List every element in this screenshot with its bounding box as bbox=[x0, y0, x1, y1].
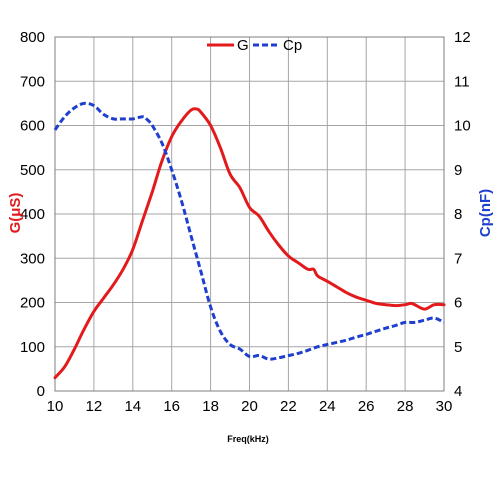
left-tick-label-6: 600 bbox=[20, 118, 45, 135]
left-y-axis-label: G(μS) bbox=[7, 193, 24, 234]
left-tick-label-0: 0 bbox=[37, 383, 45, 400]
right-tick-label-7: 11 bbox=[454, 73, 470, 90]
left-tick-label-2: 200 bbox=[20, 295, 45, 312]
right-y-axis-label: Cp(nF) bbox=[477, 189, 494, 237]
x-tick-label-1: 12 bbox=[86, 398, 103, 415]
series-layer bbox=[53, 101, 446, 380]
right-tick-label-1: 5 bbox=[454, 339, 462, 356]
left-tick-label-8: 800 bbox=[20, 29, 45, 46]
right-y-axis-ticks: 4 5 6 7 8 9 10 11 12 bbox=[454, 29, 471, 400]
legend-label-cp: Cp bbox=[283, 37, 302, 54]
left-tick-label-4: 400 bbox=[20, 206, 45, 223]
x-tick-label-2: 14 bbox=[124, 398, 141, 415]
x-tick-label-0: 10 bbox=[47, 398, 64, 415]
x-tick-label-10: 30 bbox=[436, 398, 453, 415]
gridlines bbox=[54, 36, 445, 392]
right-tick-label-2: 6 bbox=[454, 295, 462, 312]
x-axis-ticks: 10 12 14 16 18 20 22 24 26 28 30 bbox=[47, 398, 453, 415]
x-tick-label-3: 16 bbox=[163, 398, 180, 415]
series-line-g bbox=[53, 107, 446, 380]
right-tick-label-3: 7 bbox=[454, 250, 462, 267]
x-tick-label-5: 20 bbox=[241, 398, 258, 415]
x-tick-label-6: 22 bbox=[280, 398, 297, 415]
right-tick-label-0: 4 bbox=[454, 383, 462, 400]
left-tick-label-3: 300 bbox=[20, 250, 45, 267]
x-tick-label-8: 26 bbox=[358, 398, 375, 415]
x-axis-label: Freq(kHz) bbox=[227, 434, 269, 444]
left-tick-label-1: 100 bbox=[20, 339, 45, 356]
right-tick-label-6: 10 bbox=[454, 118, 471, 135]
legend-label-g: G bbox=[237, 37, 249, 54]
legend: G Cp bbox=[207, 37, 302, 54]
left-tick-label-7: 700 bbox=[20, 73, 45, 90]
left-tick-label-5: 500 bbox=[20, 162, 45, 179]
x-tick-label-4: 18 bbox=[202, 398, 219, 415]
plot-area bbox=[54, 36, 445, 392]
x-tick-label-7: 24 bbox=[319, 398, 336, 415]
series-line-cp bbox=[53, 101, 445, 361]
right-tick-label-4: 8 bbox=[454, 206, 462, 223]
left-y-axis-ticks: 0 100 200 300 400 500 600 700 800 bbox=[20, 29, 45, 400]
x-tick-label-9: 28 bbox=[397, 398, 414, 415]
right-tick-label-8: 12 bbox=[454, 29, 471, 46]
right-tick-label-5: 9 bbox=[454, 162, 462, 179]
